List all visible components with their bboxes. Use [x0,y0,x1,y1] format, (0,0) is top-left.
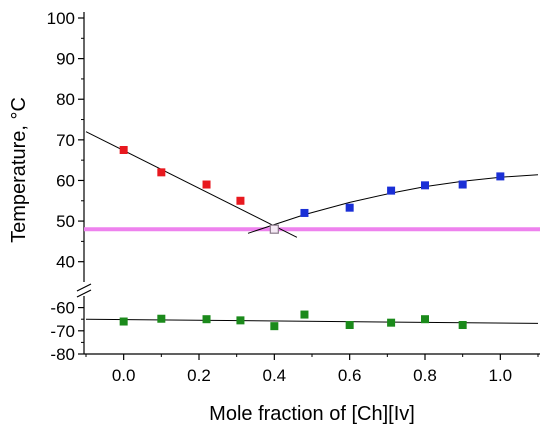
data-point [458,321,467,329]
data-point [236,196,245,205]
fit-line [85,318,539,324]
data-point [119,146,128,154]
data-point [345,321,354,329]
fit-line [85,131,298,238]
axis-break-mark [76,289,92,298]
y-tick-label: 70 [56,131,75,150]
fit-line [247,174,539,234]
data-point [300,208,309,217]
x-tick-label: 0.0 [112,366,136,385]
x-tick-label: 0.6 [338,366,362,385]
data-point [421,181,429,190]
data-point [458,180,467,189]
x-tick-label: 1.0 [489,366,513,385]
x-tick-label: 0.2 [187,366,211,385]
data-point [421,315,429,324]
data-point [270,322,279,331]
data-point [157,168,166,177]
y-tick-label: -60 [50,299,75,318]
data-marks-group [119,146,505,331]
y-tick-label: 100 [47,9,75,28]
x-tick-label: 0.8 [413,366,437,385]
data-point [157,314,166,323]
x-tick-label: 0.4 [263,366,287,385]
y-tick-label: 60 [56,171,75,190]
x-axis-title: Mole fraction of [Ch][Iv] [209,403,415,425]
y-tick-label: -80 [50,345,75,364]
data-point [387,318,396,327]
data-point [236,316,245,325]
data-point [387,186,396,195]
axes-group [76,12,540,360]
data-point [119,317,128,326]
y-tick-label: 50 [56,212,75,231]
data-point [496,172,505,181]
fit-lines-group [84,131,540,324]
data-point [269,224,279,234]
y-tick-label: 90 [56,50,75,69]
axis-break-mark [76,283,92,292]
tick-labels-group: 40 50 60 70 80 90 100 -60 -70 -80 0.0 0.2 0.4 0.6 0.8 1… [47,9,513,385]
y-tick-label: 80 [56,90,75,109]
y-axis-title: Temperature, °C [8,97,30,243]
data-point [202,315,211,324]
data-point [202,180,211,189]
y-tick-label: -70 [50,322,75,341]
data-point [300,310,309,319]
data-point [345,203,354,212]
y-tick-label: 40 [56,253,75,272]
